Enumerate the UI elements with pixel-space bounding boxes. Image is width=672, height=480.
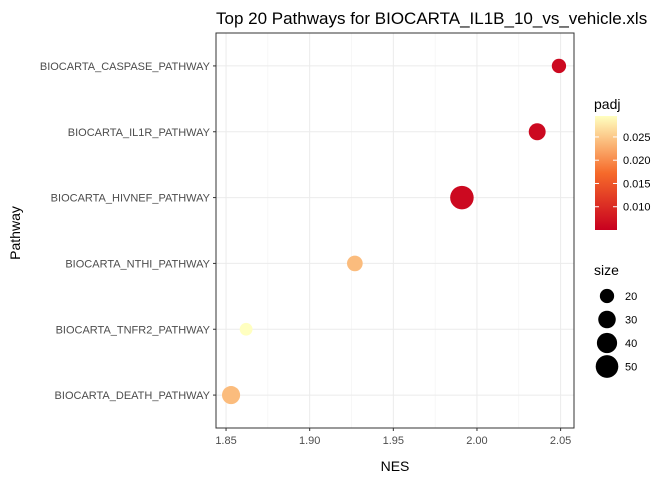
data-point (222, 386, 241, 405)
data-point (450, 185, 474, 210)
y-tick-label: BIOCARTA_HIVNEF_PATHWAY (51, 193, 211, 205)
major-gridlines (216, 33, 574, 428)
x-tick-label: 2.05 (550, 435, 571, 447)
size-legend-dot (596, 332, 618, 354)
chart-title: Top 20 Pathways for BIOCARTA_IL1B_10_vs_… (216, 9, 647, 28)
data-point (528, 123, 546, 141)
size-legend-label: 20 (625, 291, 637, 303)
data-points (222, 58, 567, 405)
colorbar-tick-label: 0.015 (623, 178, 651, 190)
x-axis: 1.85 1.90 1.95 2.00 2.05 (215, 428, 571, 447)
size-legend-dot (595, 355, 619, 378)
y-axis-title: Pathway (7, 206, 23, 260)
x-axis-title: NES (381, 458, 410, 474)
colorbar-tick-label: 0.020 (623, 155, 651, 167)
padj-color-legend: padj 0.010 0.015 0.020 0.025 (594, 96, 651, 230)
minor-gridlines (267, 33, 520, 428)
padj-colorbar-ticks: 0.010 0.015 0.020 0.025 (595, 132, 651, 214)
size-legend-title: size (594, 262, 619, 278)
size-legend-dot (599, 288, 615, 304)
padj-legend-title: padj (594, 96, 620, 112)
y-tick-label: BIOCARTA_TNFR2_PATHWAY (56, 324, 211, 336)
data-point (239, 322, 253, 336)
size-legend: size 20 30 40 50 (594, 262, 637, 378)
colorbar-tick-label: 0.025 (623, 132, 651, 144)
x-tick-label: 1.95 (383, 435, 404, 447)
colorbar-tick-label: 0.010 (623, 202, 651, 214)
size-legend-label: 40 (625, 338, 637, 350)
y-tick-label: BIOCARTA_DEATH_PATHWAY (55, 390, 211, 402)
y-tick-label: BIOCARTA_NTHI_PATHWAY (65, 258, 210, 270)
size-legend-keys: 20 30 40 50 (595, 288, 637, 378)
y-axis: BIOCARTA_DEATH_PATHWAY BIOCARTA_TNFR2_PAT… (40, 61, 216, 402)
size-legend-label: 50 (625, 362, 637, 374)
x-tick-label: 1.85 (215, 435, 236, 447)
size-legend-dot (598, 310, 616, 329)
y-tick-label: BIOCARTA_IL1R_PATHWAY (68, 127, 211, 139)
x-tick-label: 2.00 (466, 435, 487, 447)
data-point (551, 58, 567, 74)
size-legend-label: 30 (625, 315, 637, 327)
data-point (347, 255, 363, 272)
padj-colorbar (595, 116, 617, 230)
y-tick-label: BIOCARTA_CASPASE_PATHWAY (40, 61, 211, 73)
x-tick-label: 1.90 (299, 435, 320, 447)
panel-border (215, 32, 575, 429)
